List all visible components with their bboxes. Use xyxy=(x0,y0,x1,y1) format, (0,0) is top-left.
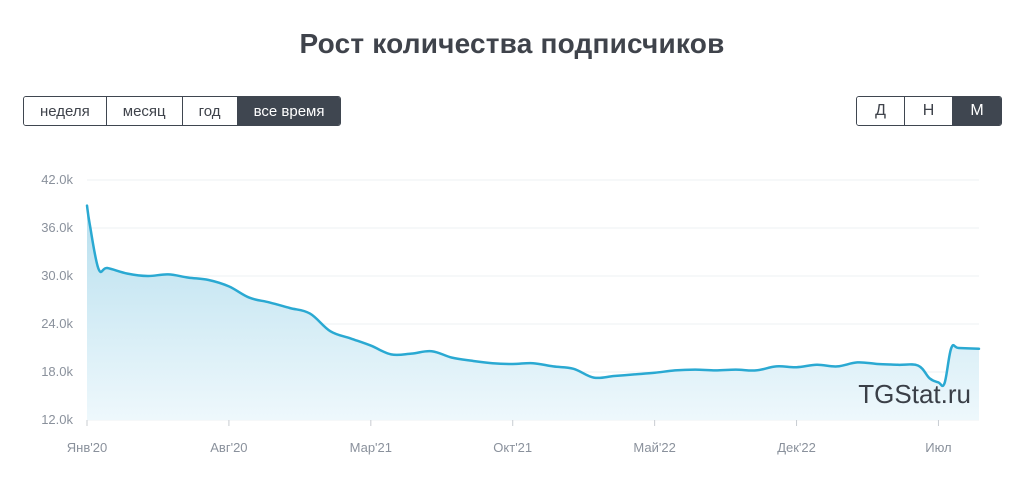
watermark: TGStat.ru xyxy=(858,379,971,409)
y-tick-label: 24.0k xyxy=(41,316,73,331)
y-tick-label: 42.0k xyxy=(41,172,73,187)
period-all-time-button[interactable]: все время xyxy=(237,97,341,125)
x-tick-label: Дек'22 xyxy=(777,440,816,455)
x-tick-label: Авг'20 xyxy=(210,440,247,455)
series-area xyxy=(87,205,979,420)
chart-title: Рост количества подписчиков xyxy=(299,28,725,59)
y-tick-label: 18.0k xyxy=(41,364,73,379)
x-axis-ticks: Янв'20 Авг'20 Мар'21 Окт'21 Май'22 Дек'22 Июл xyxy=(67,420,952,455)
x-tick-label: Июл xyxy=(925,440,951,455)
granularity-selector: Д Н М xyxy=(856,96,1002,126)
period-selector: неделя месяц год все время xyxy=(23,96,342,126)
granularity-day-button[interactable]: Д xyxy=(857,97,905,125)
y-tick-label: 30.0k xyxy=(41,268,73,283)
y-tick-label: 36.0k xyxy=(41,220,73,235)
x-tick-label: Май'22 xyxy=(633,440,675,455)
x-tick-label: Окт'21 xyxy=(493,440,532,455)
period-year-button[interactable]: год xyxy=(182,97,238,125)
granularity-week-button[interactable]: Н xyxy=(905,97,953,125)
y-tick-label: 12.0k xyxy=(41,412,73,427)
x-tick-label: Мар'21 xyxy=(350,440,392,455)
period-week-button[interactable]: неделя xyxy=(24,97,107,125)
granularity-month-button[interactable]: М xyxy=(953,97,1001,125)
period-month-button[interactable]: месяц xyxy=(106,97,183,125)
series-line xyxy=(85,204,981,388)
y-axis-ticks: 12.0k 18.0k 24.0k 30.0k 36.0k 42.0k xyxy=(41,172,73,427)
x-tick-label: Янв'20 xyxy=(67,440,107,455)
